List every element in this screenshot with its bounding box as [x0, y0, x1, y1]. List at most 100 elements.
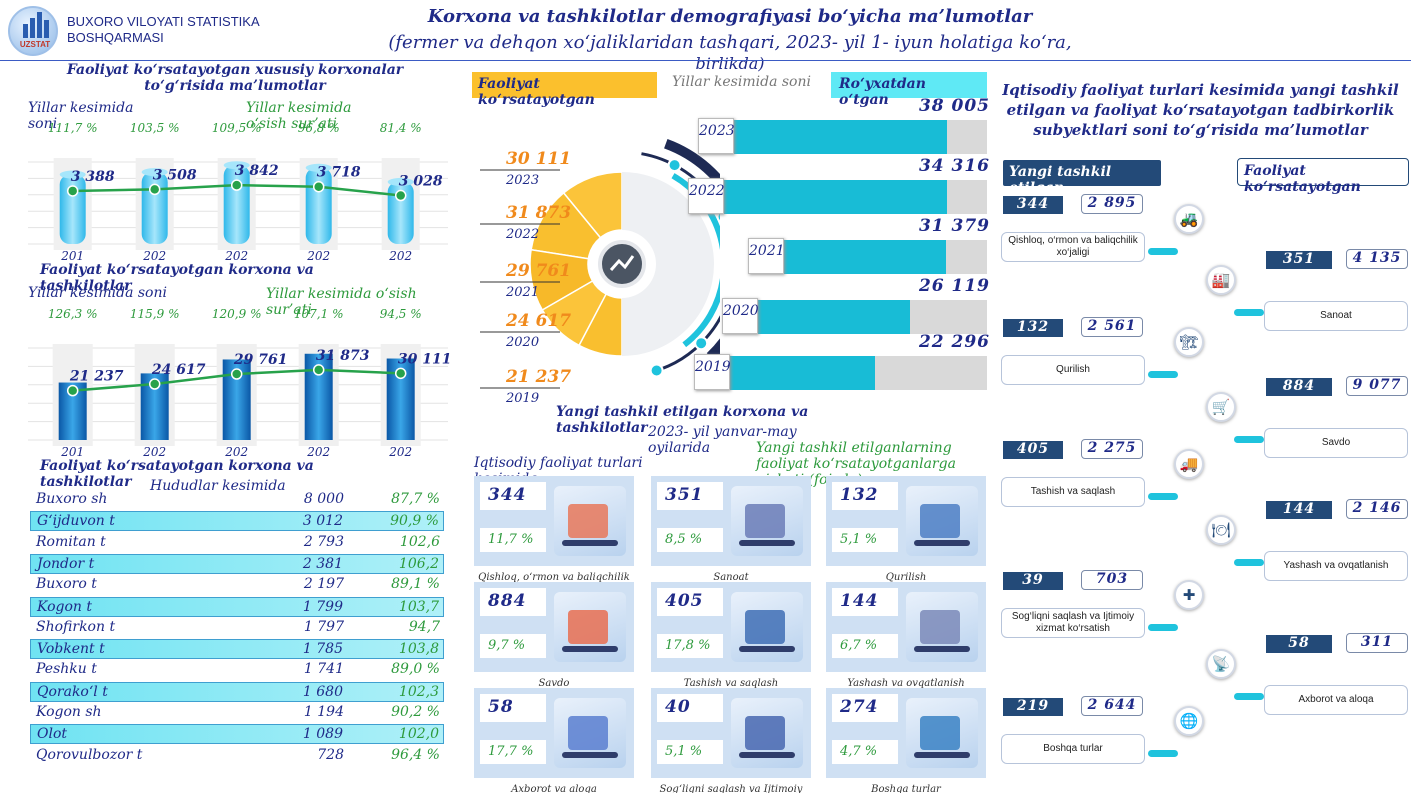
header-divider: [0, 60, 1411, 61]
illustration-base: [739, 540, 795, 546]
activity-label: Boshqa turlar: [1001, 734, 1145, 764]
districts-subtitle: Hududlar kesimida: [150, 478, 286, 494]
district-value: 1 680: [302, 683, 343, 700]
donut-value-label: 24 617: [505, 311, 571, 331]
district-row: Qorako‘l t 1 680 102,3: [30, 681, 444, 702]
district-name: Qorako‘l t: [37, 683, 108, 700]
activity-label: Savdo: [1264, 428, 1408, 458]
c1-bar-cap: [223, 161, 250, 170]
c1-bar: [387, 181, 414, 244]
new-enterprises-period: 2023- yil yanvar-may oyilarida: [648, 424, 797, 456]
head-active: Faoliyat ko‘rsatayotgan: [1237, 158, 1409, 195]
tile-caption: Axborot va aloqa: [511, 784, 597, 793]
district-row: Jondor t 2 381 106,2: [30, 553, 444, 574]
tile-share: 8,5 %: [657, 528, 723, 552]
registered-bar: [756, 300, 910, 334]
c1-value-label: 3 842: [235, 163, 279, 179]
private-enterprises-chart: 111,7 % 201 103,5 % 202 109,5 % 202 96,8 % 202 8…: [28, 121, 448, 263]
tile-value: 884: [480, 588, 546, 616]
health-icon: ✚: [1174, 580, 1204, 610]
district-growth: 102,3: [398, 683, 439, 700]
c2-trend-point: [148, 378, 161, 390]
c1-bar-cap: [387, 177, 414, 186]
activity-tile: 884 9,7 %: [474, 582, 634, 672]
tile-caption: Qurilish: [885, 572, 927, 583]
tile-value: 344: [480, 482, 546, 510]
district-growth: 89,1 %: [391, 576, 440, 593]
tile-caption: Boshqa turlar: [871, 784, 941, 793]
page-subtitle: (fermer va dehqon xo‘jaliklaridan tashqa…: [388, 32, 1072, 53]
district-name: Olot: [37, 726, 68, 743]
illustration-block: [745, 716, 785, 750]
connector-pill: [1234, 436, 1264, 443]
activity-label: Qurilish: [1001, 355, 1145, 385]
c2-value-label: 31 873: [316, 348, 370, 364]
c2-tick-label: 202: [306, 445, 330, 459]
active-enterprises-donut: 30 111 2023 31 873 2022 29 761 2021 24 617 2020…: [480, 131, 720, 406]
district-value: 1 741: [303, 661, 344, 678]
registered-year-label: 2021: [748, 238, 785, 274]
district-growth: 106,2: [398, 555, 439, 572]
district-growth: 96,4 %: [391, 746, 440, 763]
c1-growth-label: 111,7 %: [48, 121, 98, 135]
chart1-right-caption: Yillar kesimida o‘sish sur’ati: [246, 100, 352, 132]
district-row: Peshku t 1 741 89,0 %: [30, 660, 444, 680]
district-row: Vobkent t 1 785 103,8: [30, 639, 444, 660]
connector-pill: [1148, 750, 1178, 757]
tile-illustration: [554, 486, 626, 556]
illustration-block: [568, 610, 608, 644]
tile-illustration: [554, 698, 626, 768]
district-name: Vobkent t: [37, 641, 105, 658]
district-growth: 103,8: [398, 641, 439, 658]
c1-bar-cap: [141, 168, 168, 177]
district-growth: 87,7 %: [391, 491, 440, 507]
district-row: Romitan t 2 793 102,6: [30, 533, 444, 553]
district-value: 8 000: [303, 491, 344, 507]
district-row: Qorovulbozor t 728 96,4 %: [30, 746, 444, 766]
tile-share: 17,7 %: [480, 740, 546, 764]
chart2-title: Faoliyat ko‘rsatayotgan korxona va tashk…: [40, 262, 314, 294]
c2-trend-point: [66, 384, 79, 397]
c1-growth-label: 96,8 %: [298, 121, 340, 135]
truck-icon: 🚚: [1174, 449, 1204, 479]
connector-pill: [1234, 693, 1264, 700]
district-name: Kogon t: [37, 598, 92, 615]
active-enterprises-chart: 126,3 % 201 115,9 % 202 120,9 % 202 107,1 % 202…: [28, 307, 451, 459]
chart1-left-caption: Yillar kesimida soni: [28, 100, 134, 132]
c1-growth-label: 109,5 %: [212, 121, 262, 135]
c1-value-label: 3 718: [317, 165, 361, 181]
donut-year-label: 2023: [505, 173, 539, 188]
new-count: 351: [1266, 251, 1332, 269]
district-name: Jondor t: [37, 555, 95, 572]
c2-value-label: 24 617: [151, 362, 206, 378]
tile-value: 132: [832, 482, 898, 510]
c1-trend-point: [312, 180, 325, 193]
uzstat-logo: UZSTAT: [8, 6, 58, 56]
c2-growth-label: 107,1 %: [294, 307, 344, 321]
c1-bar-cap: [305, 163, 332, 172]
c1-growth-label: 81,4 %: [380, 121, 422, 135]
district-growth: 89,0 %: [391, 661, 440, 678]
activity-tile: 40 5,1 %: [651, 688, 811, 778]
connector-pill: [1234, 559, 1264, 566]
new-count: 219: [1003, 698, 1063, 716]
registered-value-label: 26 119: [918, 276, 990, 296]
donut-ring-inner: [517, 159, 720, 369]
active-count: 2 275: [1081, 439, 1143, 459]
c2-value-label: 29 761: [233, 352, 288, 368]
tile-caption: Sog‘liqni saqlash va Ijtimoiy xizmat: [659, 784, 803, 793]
tile-illustration: [554, 592, 626, 662]
c1-value-label: 3 508: [153, 167, 197, 183]
tile-caption: Sanoat: [713, 572, 749, 583]
c2-tick-label: 202: [224, 445, 248, 459]
crane-icon: 🏗: [1174, 327, 1204, 357]
tile-caption: Tashish va saqlash: [683, 678, 779, 689]
illustration-block: [745, 504, 785, 538]
tile-share: 17,8 %: [657, 634, 723, 658]
registered-value-label: 31 379: [918, 216, 990, 236]
chart-growth-icon-line: [609, 255, 635, 271]
tile-illustration: [906, 486, 978, 556]
c1-tick-label: 202: [142, 249, 166, 263]
c1-trend-point: [230, 179, 243, 191]
c2-growth-label: 120,9 %: [212, 307, 262, 321]
